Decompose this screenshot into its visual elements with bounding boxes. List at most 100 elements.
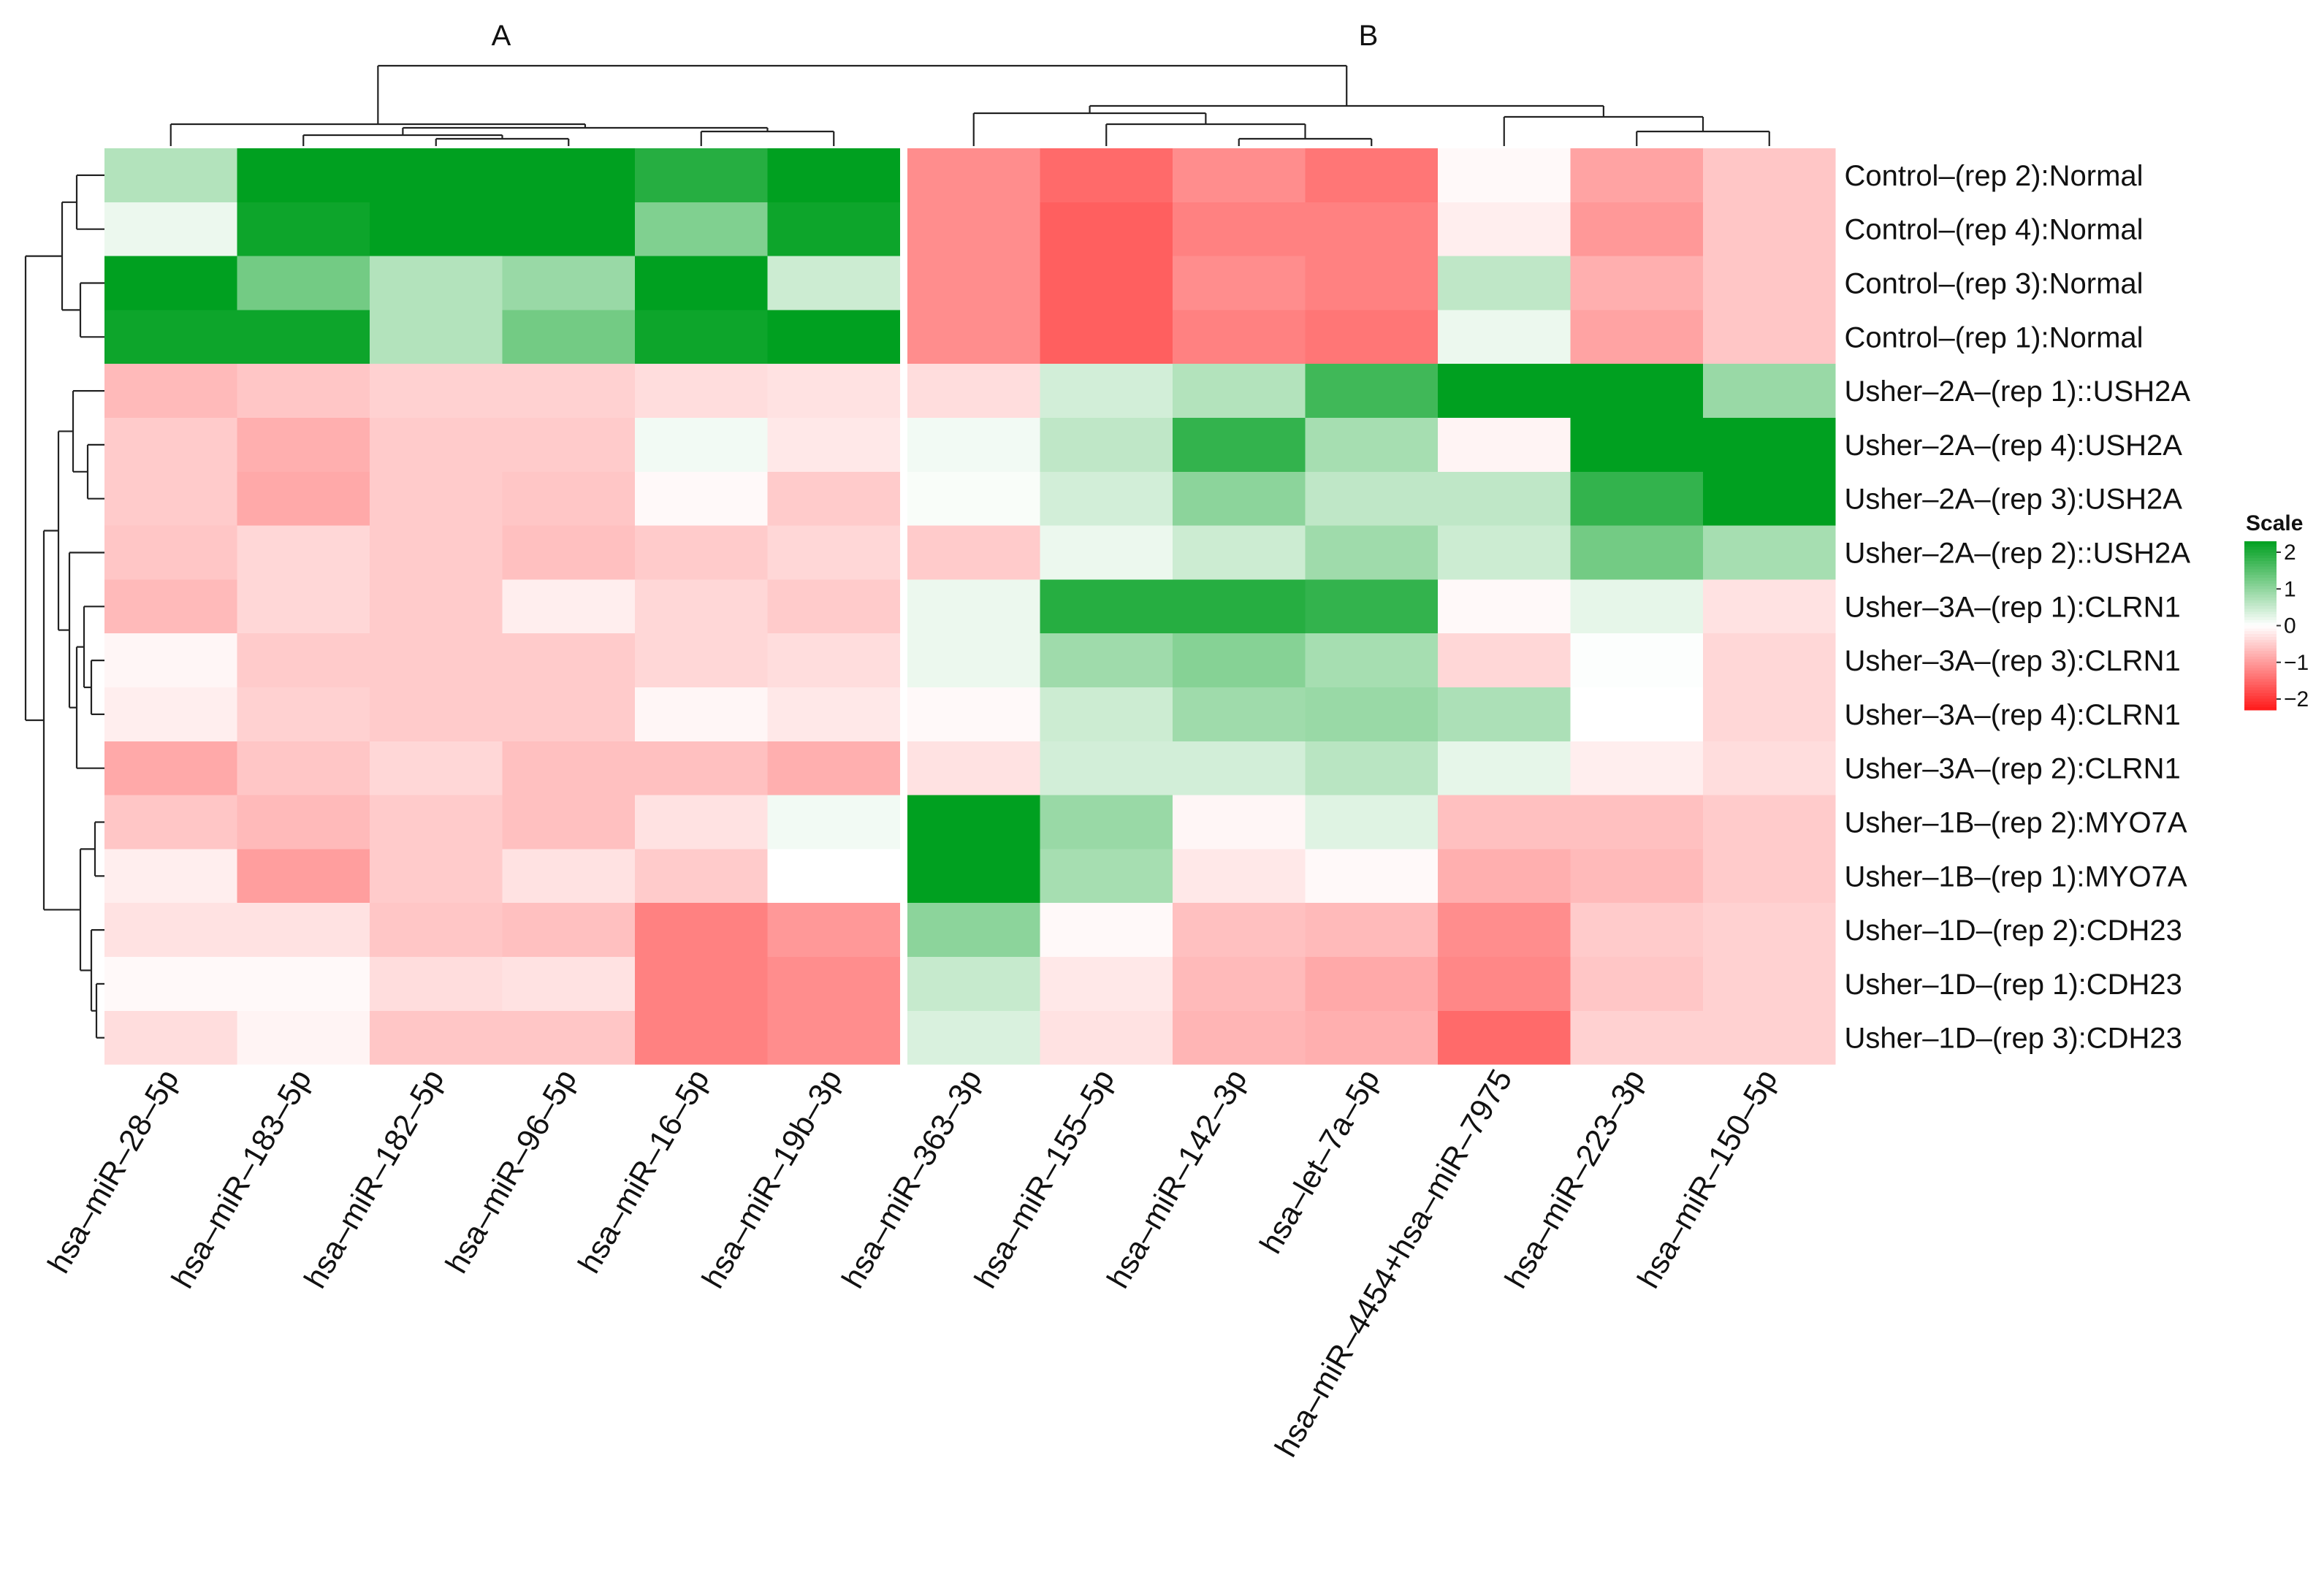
heatmap-cell [907, 310, 1040, 364]
heatmap-cell [635, 957, 768, 1011]
heatmap-cell [1703, 687, 1836, 741]
heatmap-cell [104, 1010, 237, 1065]
legend-gradient-step [2244, 662, 2277, 665]
heatmap-cell [767, 525, 900, 580]
row-label: Usher–3A–(rep 1):CLRN1 [1845, 591, 2181, 623]
row-label: Usher–1B–(rep 2):MYO7A [1845, 807, 2187, 839]
row-label: Usher–2A–(rep 3):USH2A [1845, 484, 2183, 516]
heatmap-cell [907, 795, 1040, 850]
heatmap-cell [104, 310, 237, 364]
column-label: hsa–let–7a–5p [1253, 1064, 1387, 1259]
heatmap-cell [1173, 849, 1306, 904]
heatmap-cell [1305, 741, 1438, 795]
heatmap-cell [502, 364, 635, 418]
legend-gradient-step [2244, 566, 2277, 570]
legend-gradient-step [2244, 541, 2277, 545]
legend-gradient-step [2244, 625, 2277, 629]
heatmap-cell [635, 418, 768, 472]
heatmap-cell [907, 364, 1040, 418]
heatmap-cell [1305, 795, 1438, 850]
heatmap-cell [1173, 418, 1306, 472]
heatmap-cell [502, 579, 635, 634]
heatmap-cell [502, 148, 635, 202]
heatmap-cell [370, 957, 503, 1011]
heatmap-cell [1570, 202, 1703, 256]
heatmap-cell [502, 795, 635, 850]
column-label: hsa–miR–28–5p [41, 1064, 186, 1279]
row-label: Usher–2A–(rep 2)::USH2A [1845, 538, 2191, 570]
heatmap-cell [370, 418, 503, 472]
heatmap-cell [502, 957, 635, 1011]
legend-gradient-step [2244, 578, 2277, 581]
heatmap-cell [1040, 310, 1173, 364]
row-dendrogram [24, 174, 104, 1039]
heatmap-cell [1040, 633, 1173, 687]
heatmap-cell [1040, 471, 1173, 526]
legend-gradient-step [2244, 558, 2277, 562]
heatmap-cell [1305, 471, 1438, 526]
heatmap-cell [1305, 849, 1438, 904]
group-label: B [1359, 20, 1379, 52]
heatmap-cell [1438, 202, 1571, 256]
column-label: hsa–miR–4454+hsa–miR–7975 [1268, 1064, 1519, 1463]
heatmap-cell [1703, 903, 1836, 957]
heatmap-cell [1173, 1010, 1306, 1065]
legend-gradient-step [2244, 619, 2277, 624]
row-label: Usher–1D–(rep 1):CDH23 [1845, 969, 2182, 1001]
legend-gradient-step [2244, 598, 2277, 601]
heatmap-cell [1703, 202, 1836, 256]
heatmap-cell [1438, 849, 1571, 904]
row-label: Usher–1B–(rep 1):MYO7A [1845, 860, 2187, 893]
heatmap-cell [1305, 1010, 1438, 1065]
heatmap-cell [370, 1010, 503, 1065]
heatmap-cell [1703, 579, 1836, 634]
heatmap-cell [767, 957, 900, 1011]
heatmap-cell [635, 310, 768, 364]
heatmap-cell [1570, 633, 1703, 687]
heatmap-cell [1703, 525, 1836, 580]
legend-gradient-step [2244, 642, 2277, 646]
heatmap-cell [1040, 741, 1173, 795]
legend-gradient-step [2244, 659, 2277, 663]
legend-gradient-step [2244, 549, 2277, 553]
heatmap-cell [237, 364, 370, 418]
heatmap-cell [1173, 202, 1306, 256]
heatmap-cell [635, 687, 768, 741]
legend-gradient-step [2244, 690, 2277, 694]
heatmap-cell [1570, 364, 1703, 418]
heatmap-cell [1040, 418, 1173, 472]
heatmap-cell [1703, 310, 1836, 364]
heatmap-cell [907, 687, 1040, 741]
heatmap-cell [767, 687, 900, 741]
legend-gradient-step [2244, 622, 2277, 627]
legend-gradient-step [2244, 698, 2277, 703]
legend-tick-label: −1 [2284, 651, 2309, 675]
heatmap-cell [104, 471, 237, 526]
legend-gradient-step [2244, 592, 2277, 595]
row-label: Usher–1D–(rep 3):CDH23 [1845, 1023, 2182, 1055]
column-label: hsa–miR–223–3p [1498, 1064, 1652, 1294]
heatmap-cell [1040, 849, 1173, 904]
heatmap-cell [104, 795, 237, 850]
heatmap-cell [907, 579, 1040, 634]
heatmap-cell [104, 525, 237, 580]
heatmap-cell [1305, 310, 1438, 364]
column-label: hsa–miR–19b–3p [696, 1064, 849, 1294]
heatmap-cell [635, 364, 768, 418]
legend-gradient-step [2244, 634, 2277, 638]
heatmap-cell [1703, 148, 1836, 202]
legend-gradient-step [2244, 695, 2277, 700]
heatmap-cell [237, 849, 370, 904]
row-label: Usher–2A–(rep 4):USH2A [1845, 430, 2183, 462]
legend-gradient-step [2244, 606, 2277, 609]
legend-gradient-step [2244, 563, 2277, 568]
legend-gradient-step [2244, 631, 2277, 635]
heatmap-cell [370, 849, 503, 904]
heatmap-cell [1173, 525, 1306, 580]
heatmap-cell [635, 849, 768, 904]
heatmap-cell [1305, 148, 1438, 202]
heatmap-cell [767, 795, 900, 850]
heatmap-cell [237, 741, 370, 795]
heatmap-cell [237, 418, 370, 472]
legend-gradient-step [2244, 656, 2277, 660]
